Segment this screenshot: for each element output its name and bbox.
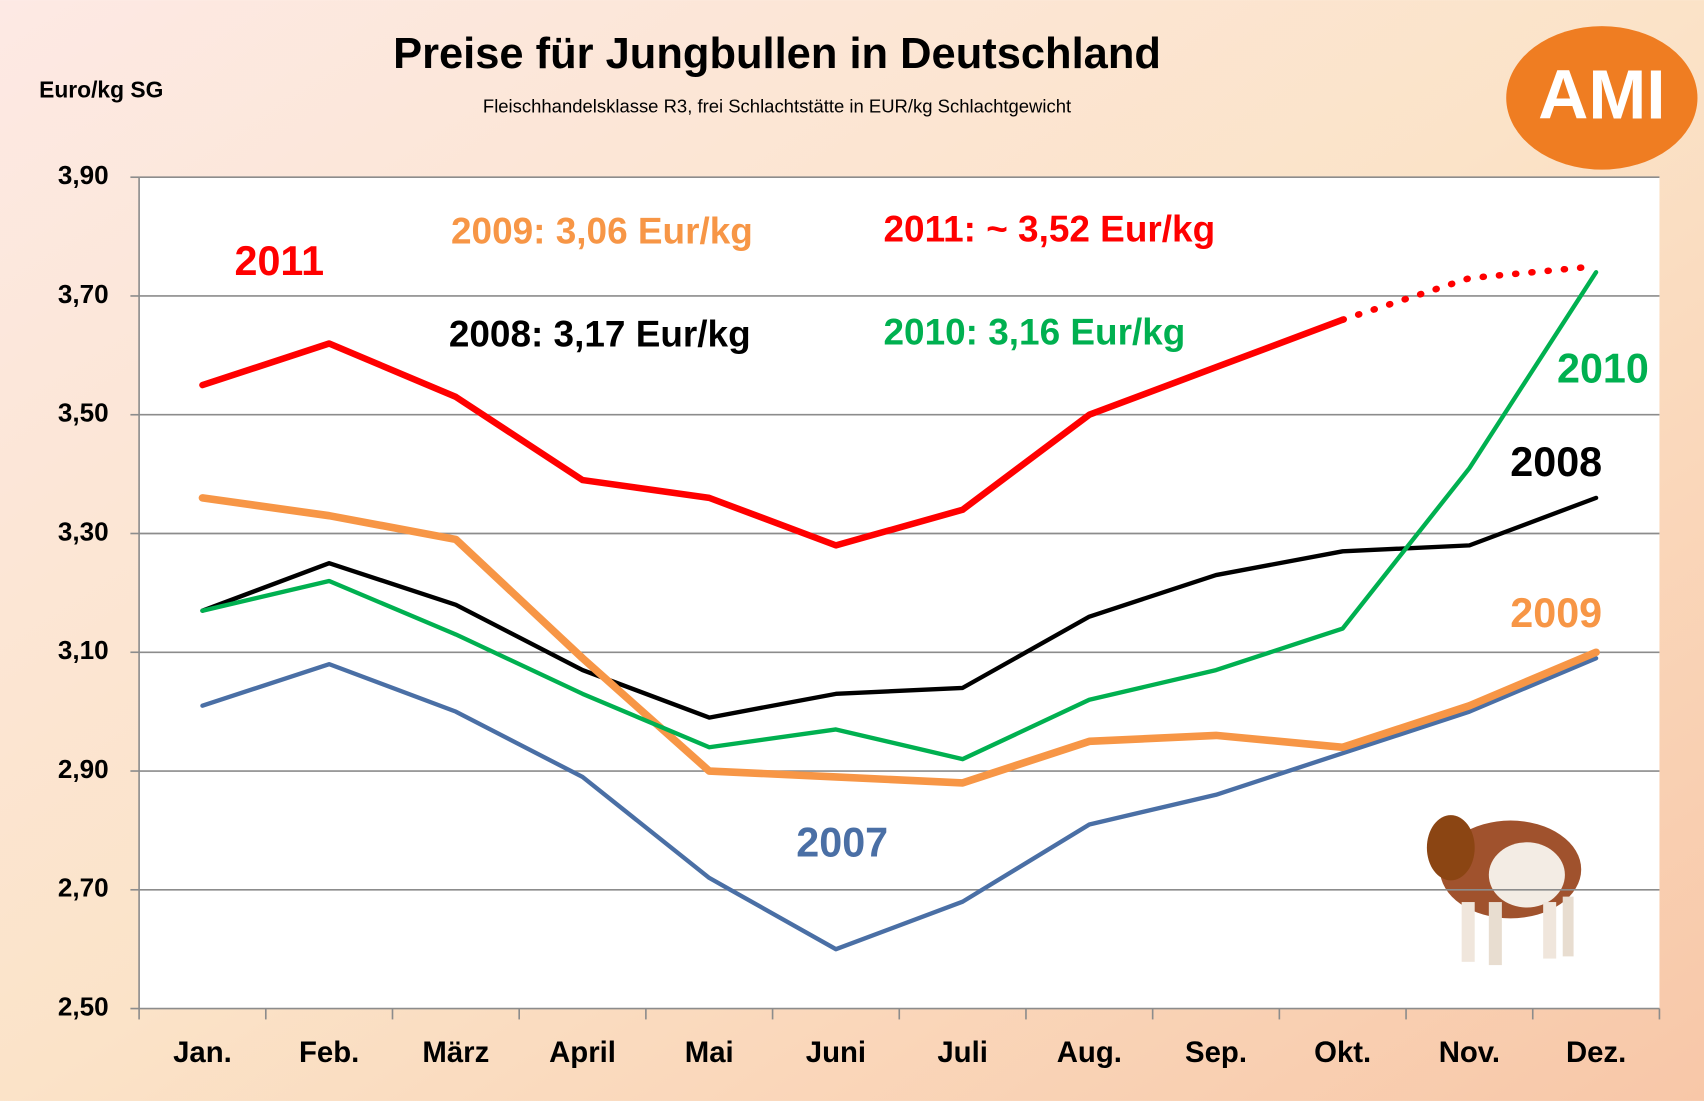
y-tick-label: 2,70 <box>58 873 109 903</box>
series-label: 2009 <box>1510 590 1602 636</box>
x-tick-label: Okt. <box>1314 1036 1371 1069</box>
x-tick-label: Feb. <box>299 1036 359 1069</box>
x-tick-label: Dez. <box>1566 1036 1626 1069</box>
series-line <box>200 656 1599 952</box>
series-label: 2010 <box>1557 346 1649 392</box>
x-tick-label: Aug. <box>1057 1036 1122 1069</box>
series-label: 2007 <box>796 819 888 865</box>
logo-ellipse <box>1506 26 1698 170</box>
annotation: 2011: ~ 3,52 Eur/kg <box>884 208 1216 249</box>
series-line <box>198 494 1600 787</box>
series-line <box>200 270 1599 762</box>
x-tick-label: März <box>422 1036 489 1069</box>
x-tick-label: Sep. <box>1185 1036 1247 1069</box>
series-label: 2008 <box>1510 439 1602 485</box>
x-tick-label: Juni <box>806 1036 866 1069</box>
series-line <box>199 316 1346 549</box>
x-tick-label: Nov. <box>1439 1036 1500 1069</box>
annotation: 2010: 3,16 Eur/kg <box>884 312 1186 353</box>
annotation: 2009: 3,06 Eur/kg <box>451 210 753 251</box>
x-tick-label: April <box>549 1036 616 1069</box>
y-tick-label: 3,10 <box>58 635 109 665</box>
x-tick-label: Mai <box>685 1036 734 1069</box>
chart-subtitle: Fleischhandelsklasse R3, frei Schlachtst… <box>483 96 1071 117</box>
y-tick-label: 3,50 <box>58 398 109 428</box>
y-tick-label: 2,50 <box>58 991 109 1021</box>
plot-area <box>139 177 1660 1009</box>
y-axis-label: Euro/kg SG <box>39 76 163 102</box>
x-tick-label: Juli <box>937 1036 988 1069</box>
chart-title: Preise für Jungbullen in Deutschland <box>393 30 1161 78</box>
y-tick-label: 2,90 <box>58 754 109 784</box>
y-tick-label: 3,90 <box>58 160 109 190</box>
series-line <box>200 495 1599 720</box>
cow-illustration <box>1426 815 1582 966</box>
y-tick-label: 3,70 <box>58 279 109 309</box>
logo: AMI <box>1538 55 1665 133</box>
forecast-line <box>1339 263 1600 323</box>
y-tick-label: 3,30 <box>58 516 109 546</box>
annotation: 2008: 3,17 Eur/kg <box>449 314 751 355</box>
x-tick-label: Jan. <box>173 1036 232 1069</box>
series-label: 2011 <box>235 238 325 284</box>
